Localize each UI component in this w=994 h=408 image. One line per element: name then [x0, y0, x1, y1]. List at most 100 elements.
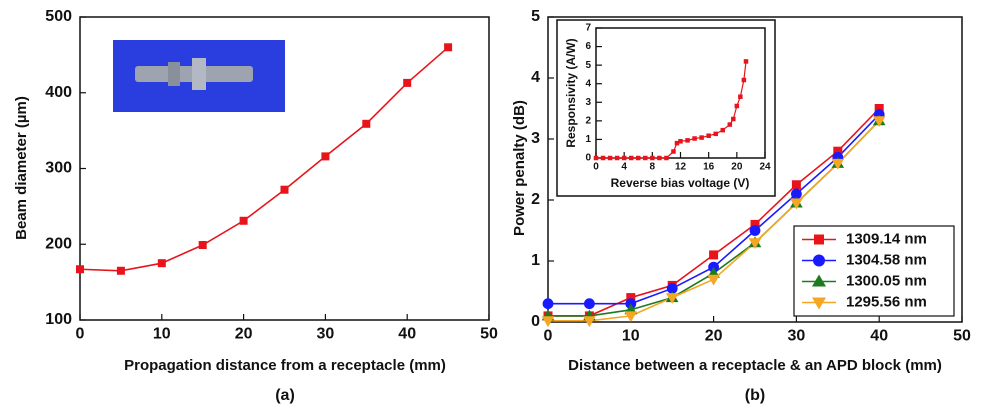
marker: [584, 298, 595, 310]
marker: [607, 155, 613, 161]
y-tick-label: 300: [45, 160, 72, 177]
marker: [748, 238, 762, 249]
marker: [874, 104, 884, 113]
marker: [583, 316, 596, 328]
marker: [362, 119, 371, 128]
marker: [239, 216, 248, 225]
y-tick-label: 0: [531, 313, 540, 330]
x-tick-label: 10: [622, 328, 640, 345]
legend-label: 1300.05 nm: [846, 272, 927, 289]
y-tick-label: 6: [585, 41, 591, 52]
y-tick-label: 0: [585, 153, 591, 164]
marker: [600, 155, 606, 161]
y-tick-label: 4: [531, 69, 540, 86]
x-tick-label: 0: [544, 328, 553, 345]
marker: [593, 155, 599, 161]
marker: [791, 180, 801, 190]
y-tick-label: 2: [585, 115, 591, 126]
marker: [280, 185, 289, 194]
marker: [671, 149, 676, 154]
marker: [674, 140, 680, 146]
marker: [791, 188, 802, 200]
marker: [116, 266, 125, 275]
legend-label: 1309.14 nm: [846, 230, 927, 247]
marker: [833, 146, 843, 156]
series-line: [79, 46, 449, 272]
marker: [657, 155, 662, 161]
legend-marker: [814, 234, 824, 245]
marker: [831, 158, 845, 170]
y-tick-label: 5: [585, 60, 591, 71]
x-tick-label: 12: [675, 162, 687, 173]
marker: [692, 136, 697, 141]
x-tick-label: 30: [317, 326, 335, 343]
marker: [664, 155, 669, 161]
marker: [741, 77, 747, 83]
marker: [749, 225, 761, 236]
marker: [541, 316, 555, 328]
marker: [790, 198, 803, 210]
marker: [750, 219, 760, 229]
plot-frame: [547, 16, 963, 323]
marker: [403, 78, 412, 87]
marker: [685, 138, 690, 143]
marker: [624, 311, 638, 323]
marker: [743, 59, 749, 64]
x-axis-label: Distance between a receptacle & an APD b…: [568, 357, 942, 374]
y-axis-label: Responsivity (A/W): [564, 38, 578, 147]
marker: [76, 265, 84, 274]
marker: [444, 43, 453, 52]
marker: [731, 116, 736, 122]
marker: [666, 283, 678, 294]
y-tick-label: 3: [585, 97, 591, 108]
marker: [198, 241, 207, 250]
x-tick-label: 0: [593, 162, 599, 173]
x-tick-label: 4: [621, 162, 627, 173]
x-tick-label: 30: [788, 328, 806, 345]
marker: [738, 94, 743, 99]
y-tick-label: 2: [531, 191, 540, 208]
x-tick-label: 20: [731, 162, 743, 173]
x-tick-label: 24: [759, 162, 771, 173]
legend-label: 1295.56 nm: [846, 293, 927, 310]
caption: (a): [275, 387, 295, 404]
marker: [727, 122, 733, 127]
marker: [621, 155, 627, 161]
legend-marker: [812, 274, 826, 287]
marker: [614, 155, 620, 161]
marker: [157, 259, 166, 268]
x-tick-label: 16: [703, 162, 715, 173]
x-tick-label: 40: [398, 326, 416, 343]
y-tick-label: 7: [585, 23, 591, 34]
marker: [665, 293, 679, 304]
y-axis-label: Beam diameter (µm): [13, 96, 30, 240]
x-tick-label: 0: [76, 326, 85, 343]
x-tick-label: 40: [870, 328, 888, 345]
marker: [734, 103, 740, 109]
marker: [709, 250, 719, 260]
x-tick-label: 8: [650, 162, 656, 173]
inset-photo: [113, 40, 285, 112]
y-tick-label: 5: [531, 8, 540, 25]
legend-label: 1304.58 nm: [846, 251, 927, 268]
x-tick-label: 20: [235, 326, 253, 343]
marker: [706, 133, 711, 138]
marker: [713, 131, 718, 137]
y-tick-label: 4: [585, 78, 591, 89]
x-tick-label: 50: [480, 326, 498, 343]
y-tick-label: 1: [585, 134, 591, 145]
photo-collar: [168, 62, 180, 86]
photo-collar: [192, 58, 206, 90]
marker: [650, 155, 655, 161]
marker: [699, 135, 704, 140]
x-axis-label: Propagation distance from a receptacle (…: [124, 357, 446, 374]
marker: [542, 298, 554, 310]
x-tick-label: 50: [953, 328, 971, 345]
marker: [707, 274, 720, 286]
legend-marker: [812, 297, 826, 310]
y-tick-label: 400: [45, 84, 72, 101]
y-tick-label: 500: [45, 8, 72, 25]
y-tick-label: 100: [45, 311, 72, 328]
x-tick-label: 10: [153, 326, 171, 343]
